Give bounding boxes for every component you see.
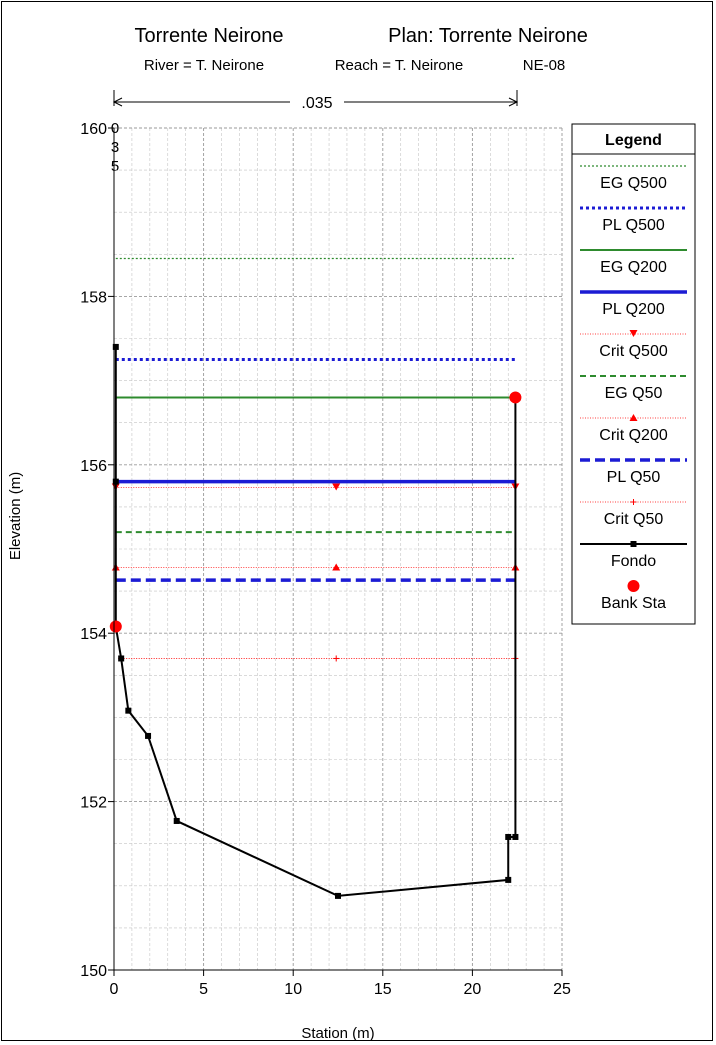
x-tick-label: 10 [284, 981, 302, 998]
bank-station-point [109, 620, 122, 633]
crit-q50-marker [333, 655, 340, 662]
ground-point [125, 707, 132, 714]
legend-label-bank-sta: Bank Sta [601, 595, 666, 612]
legend-label-pl-q50: PL Q50 [607, 469, 661, 486]
manning-vertical-label-1: 3 [111, 139, 119, 156]
ground-profile [114, 346, 517, 897]
ground-point [145, 732, 152, 739]
x-tick-label: 20 [464, 981, 482, 998]
legend: Legend EG Q500 PL Q500 EG Q200 PL Q200 Crit Q… [571, 123, 696, 625]
x-tick-label: 25 [553, 981, 571, 998]
legend-label-crit-q50: Crit Q50 [604, 511, 664, 528]
y-tick-label: 158 [80, 289, 107, 306]
title-left: Torrente Neirone [135, 25, 284, 47]
x-tick-label: 5 [199, 981, 208, 998]
manning-arrowhead-left [112, 97, 123, 107]
ground-point [118, 655, 125, 662]
legend-marker-fondo [630, 541, 637, 547]
y-axis-label: Elevation (m) [7, 472, 24, 560]
ground-point [112, 343, 119, 350]
legend-marker-crit-q50 [630, 499, 637, 505]
title-right: Plan: Torrente Neirone [388, 25, 588, 47]
legend-box [571, 123, 696, 625]
reach-label: Reach = T. Neirone [335, 57, 464, 74]
legend-label-eg-q50: EG Q50 [605, 385, 663, 402]
legend-marker-crit-q500 [629, 330, 638, 337]
legend-label-fondo: Fondo [611, 553, 656, 570]
y-tick-label: 152 [80, 795, 107, 812]
ground-point [173, 817, 180, 824]
plot-axes: 0 5 10 15 20 25 150 152 154 156 158 160 [80, 121, 571, 998]
manning-arrowhead-right [508, 97, 519, 107]
ground-point [335, 892, 341, 899]
y-tick-label: 160 [80, 121, 107, 138]
plot-area [109, 257, 522, 899]
legend-label-eg-q500: EG Q500 [600, 175, 667, 192]
x-axis-label: Station (m) [301, 1025, 374, 1040]
bank-station-point [509, 391, 522, 404]
y-tick-label: 156 [80, 458, 107, 475]
legend-marker-crit-q200 [629, 414, 638, 421]
ground-point [112, 478, 119, 485]
manning-label: .035 [301, 95, 332, 112]
legend-label-pl-q500: PL Q500 [602, 217, 665, 234]
ground-point [512, 833, 519, 840]
y-tick-label: 150 [80, 963, 107, 980]
crit-q200-marker [332, 563, 341, 571]
legend-label-pl-q200: PL Q200 [602, 301, 665, 318]
x-tick-label: 0 [110, 981, 119, 998]
station-id: NE-08 [523, 57, 566, 74]
river-label: River = T. Neirone [144, 57, 264, 74]
crit-q500-marker [332, 483, 341, 491]
legend-marker-bank-sta [627, 580, 640, 592]
x-tick-label: 15 [374, 981, 392, 998]
y-tick-label: 154 [80, 626, 107, 643]
manning-indicator: .035 0 3 5 [111, 90, 519, 175]
legend-title: Legend [605, 132, 662, 149]
manning-vertical-label-2: 5 [111, 158, 119, 175]
ground-point [505, 833, 512, 840]
ground-point [505, 876, 512, 883]
legend-label-crit-q200: Crit Q200 [599, 427, 668, 444]
legend-label-eg-q200: EG Q200 [600, 259, 667, 276]
plot-grid [113, 127, 563, 971]
manning-vertical-label-0: 0 [111, 120, 119, 137]
legend-label-crit-q500: Crit Q500 [599, 343, 668, 360]
